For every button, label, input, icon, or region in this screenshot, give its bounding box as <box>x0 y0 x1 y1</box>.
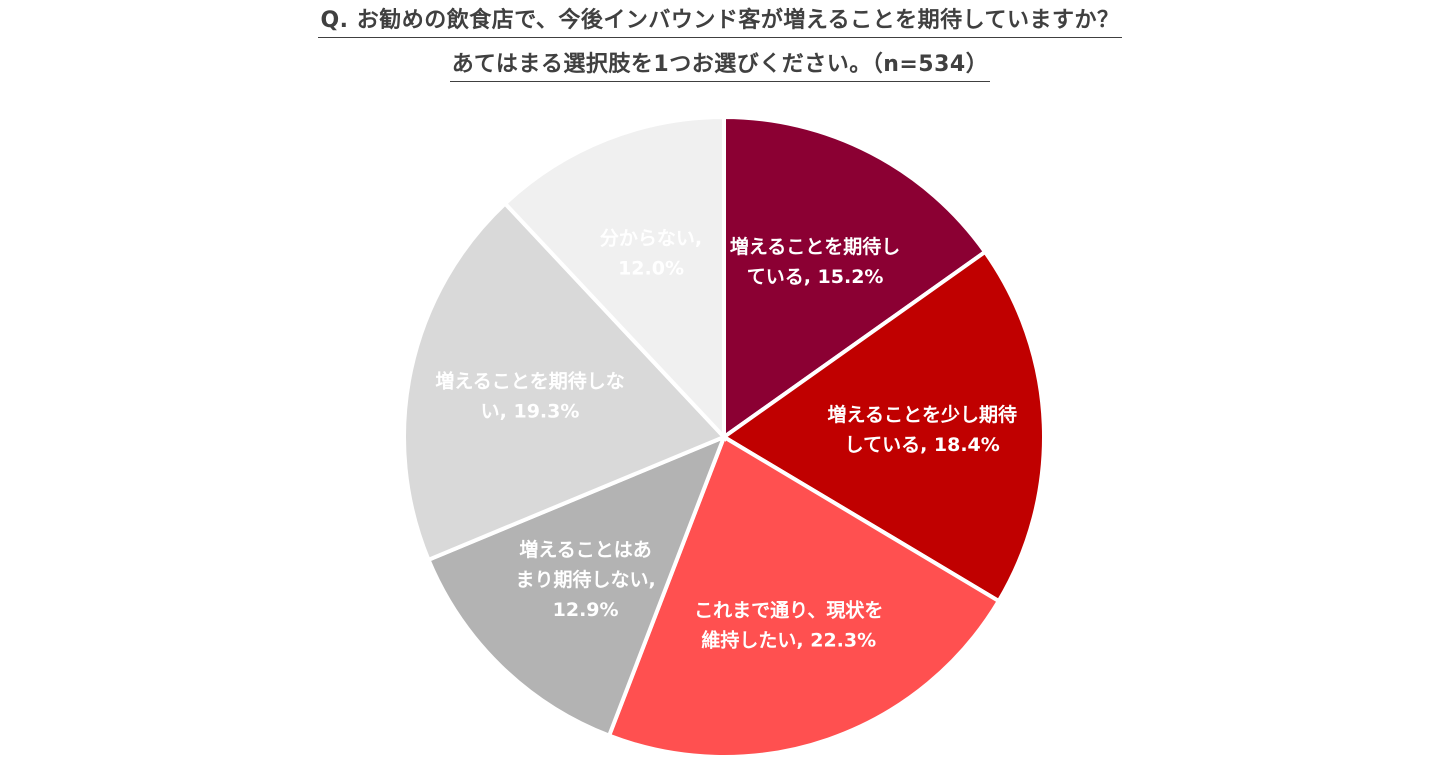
chart-title-line-1: Q. お勧めの飲食店で、今後インバウンド客が増えることを期待していますか？ <box>318 6 1122 38</box>
pie-slice-label-line: 分からない, <box>600 228 702 250</box>
pie-slice-label-4: 増えることはあまり期待しない, 12.9% <box>515 538 655 621</box>
pie-slice-1 <box>722 114 988 441</box>
pie-slice-label-line: ている, 15.2% <box>747 266 884 288</box>
pie-slice-label-line: 増えることを期待し <box>730 235 900 258</box>
chart-title-line-2: あてはまる選択肢を1つお選びください。（n=534） <box>449 50 991 82</box>
pie-slice-label-line: 増えることを少し期待 <box>828 403 1017 426</box>
chart-title: Q. お勧めの飲食店で、今後インバウンド客が増えることを期待していますか？ あて… <box>0 6 1440 94</box>
pie-slice-label-line: 12.9% <box>553 599 619 621</box>
pie-slice-6 <box>502 114 726 443</box>
pie-slice-label-line: い, 19.3% <box>481 400 580 422</box>
pie-slice-label-line: している, 18.4% <box>845 434 1000 456</box>
pie-slice-label-3: これまで通り、現状を維持したい, 22.3% <box>694 599 883 652</box>
pie-slice-label-line: 増えることはあ <box>519 538 651 561</box>
pie-slice-label-line: 維持したい, 22.3% <box>701 629 876 652</box>
pie-slice-2 <box>720 249 1046 604</box>
pie-slice-5 <box>402 200 728 563</box>
pie-slice-label-line: 増えることを期待しな <box>435 369 624 392</box>
pie-slice-label-line: これまで通り、現状を <box>694 599 883 622</box>
pie-slice-label-line: 12.0% <box>618 258 684 280</box>
pie-slice-3 <box>606 434 1002 759</box>
pie-slice-label-line: まり期待しない, <box>515 568 655 591</box>
pie-slice-4 <box>425 433 728 739</box>
pie-slice-label-5: 増えることを期待しない, 19.3% <box>435 369 624 422</box>
pie-slice-label-6: 分からない, 12.0% <box>600 228 702 280</box>
pie-slice-label-2: 増えることを少し期待している, 18.4% <box>828 403 1017 456</box>
pie-slice-label-1: 増えることを期待している, 15.2% <box>730 235 900 288</box>
